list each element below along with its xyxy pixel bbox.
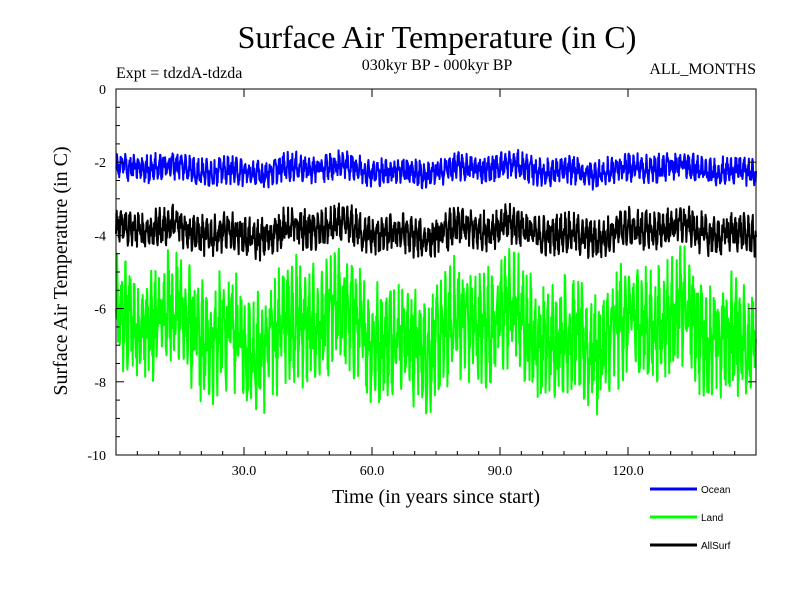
y-tick-label: -10 (87, 449, 106, 464)
x-tick-label: 30.0 (232, 464, 257, 479)
series-line-land (115, 245, 757, 416)
chart-title: Surface Air Temperature (in C) (238, 19, 637, 55)
x-tick-label: 60.0 (360, 464, 385, 479)
x-tick-label: 90.0 (488, 464, 513, 479)
chart-subtitle-right: ALL_MONTHS (649, 61, 756, 78)
series-line-ocean (115, 148, 757, 191)
x-tick-label: 120.0 (612, 464, 644, 479)
series-line-allsurf (115, 202, 757, 262)
legend: Ocean Land AllSurf (650, 485, 731, 552)
legend-label-allsurf: AllSurf (701, 541, 731, 552)
y-tick-label: -8 (94, 376, 106, 391)
chart-subtitle-left: Expt = tdzdA-tdzda (116, 65, 242, 82)
y-tick-label: -2 (94, 156, 106, 171)
y-axis-label: Surface Air Temperature (in C) (50, 146, 72, 395)
legend-label-ocean: Ocean (701, 485, 730, 496)
legend-label-land: Land (701, 513, 723, 524)
y-tick-label: -4 (94, 229, 106, 244)
tick-layer: 30.0 60.0 90.0 120.0 0 -2 -4 -6 -8 -10 (87, 83, 756, 479)
chart-subtitle-center: 030kyr BP - 000kyr BP (362, 57, 513, 74)
x-axis-label: Time (in years since start) (332, 486, 540, 508)
y-tick-label: -6 (94, 303, 106, 318)
y-tick-label: 0 (99, 83, 106, 98)
series-layer (115, 148, 757, 416)
